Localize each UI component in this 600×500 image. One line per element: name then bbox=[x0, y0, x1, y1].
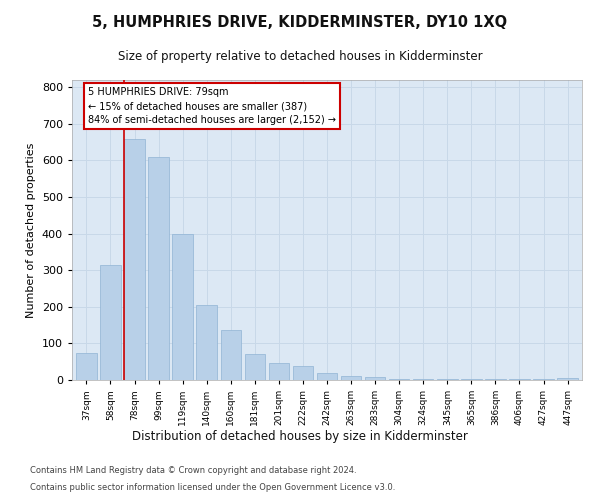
Bar bbox=[245, 354, 265, 380]
Bar bbox=[148, 157, 169, 380]
Bar bbox=[389, 379, 409, 380]
Bar bbox=[269, 363, 289, 380]
Bar bbox=[100, 265, 121, 380]
Text: Size of property relative to detached houses in Kidderminster: Size of property relative to detached ho… bbox=[118, 50, 482, 63]
Bar bbox=[365, 377, 385, 380]
Text: Contains HM Land Registry data © Crown copyright and database right 2024.: Contains HM Land Registry data © Crown c… bbox=[30, 466, 356, 475]
Bar bbox=[76, 352, 97, 380]
Bar bbox=[293, 366, 313, 380]
Bar bbox=[221, 330, 241, 380]
Text: Contains public sector information licensed under the Open Government Licence v3: Contains public sector information licen… bbox=[30, 484, 395, 492]
Text: Distribution of detached houses by size in Kidderminster: Distribution of detached houses by size … bbox=[132, 430, 468, 443]
Bar bbox=[124, 138, 145, 380]
Bar bbox=[557, 378, 578, 380]
Text: 5 HUMPHRIES DRIVE: 79sqm
← 15% of detached houses are smaller (387)
84% of semi-: 5 HUMPHRIES DRIVE: 79sqm ← 15% of detach… bbox=[88, 88, 335, 126]
Bar bbox=[172, 234, 193, 380]
Bar bbox=[196, 305, 217, 380]
Bar bbox=[341, 376, 361, 380]
Text: 5, HUMPHRIES DRIVE, KIDDERMINSTER, DY10 1XQ: 5, HUMPHRIES DRIVE, KIDDERMINSTER, DY10 … bbox=[92, 15, 508, 30]
Y-axis label: Number of detached properties: Number of detached properties bbox=[26, 142, 36, 318]
Bar bbox=[317, 372, 337, 380]
